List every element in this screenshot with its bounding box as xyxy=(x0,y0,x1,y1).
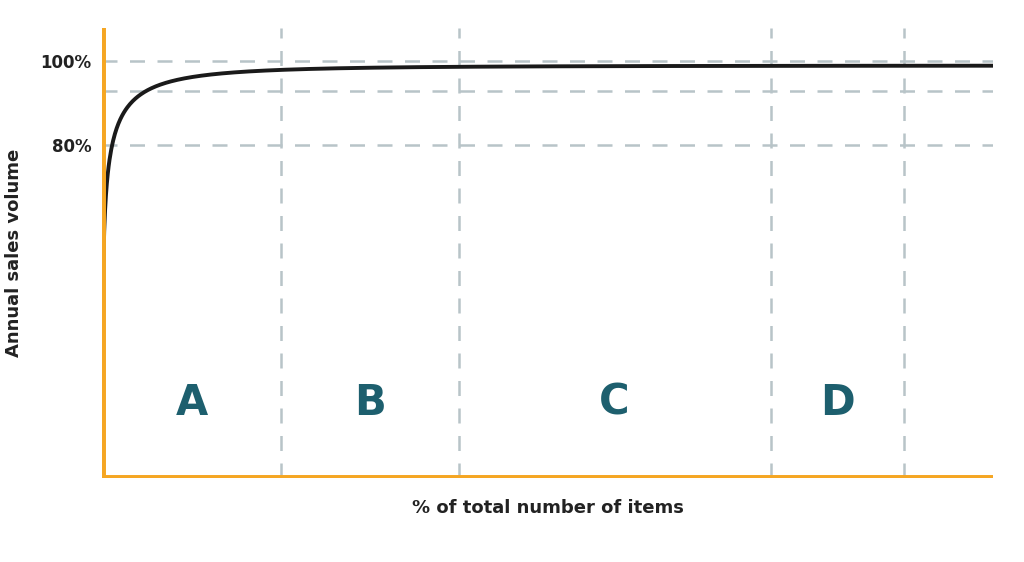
Text: C: C xyxy=(599,382,630,424)
Text: B: B xyxy=(353,382,386,424)
Y-axis label: Annual sales volume: Annual sales volume xyxy=(5,149,24,357)
X-axis label: % of total number of items: % of total number of items xyxy=(412,498,684,516)
Text: A: A xyxy=(175,382,208,424)
Text: D: D xyxy=(820,382,855,424)
